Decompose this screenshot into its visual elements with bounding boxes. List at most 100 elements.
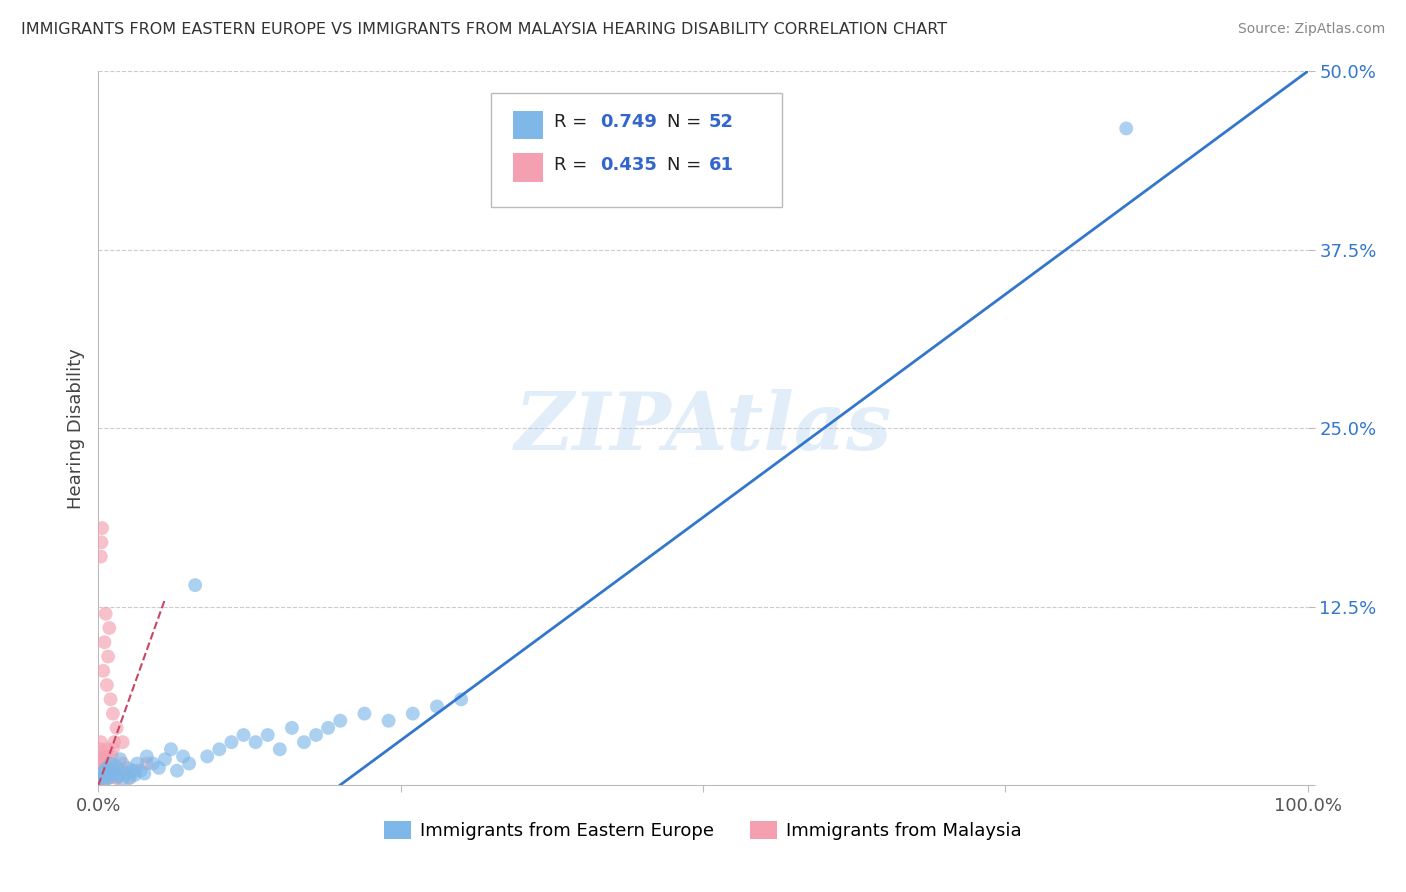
Point [93, 759, 115, 773]
Point [90, 535, 112, 549]
Text: 61: 61 [709, 155, 734, 174]
Point [89, 749, 111, 764]
Point [107, 769, 129, 783]
Point [292, 735, 315, 749]
Point [118, 771, 141, 785]
Point [91, 773, 114, 788]
Point [121, 764, 143, 778]
Point [93, 764, 115, 778]
Point [97, 766, 120, 780]
Point [269, 742, 291, 756]
Point [129, 764, 152, 778]
Point [232, 728, 254, 742]
Point [94, 607, 117, 621]
Point [124, 764, 146, 778]
Point [90, 766, 112, 780]
Point [98, 621, 121, 635]
Point [179, 756, 201, 771]
Point [90, 735, 112, 749]
Point [93, 771, 115, 785]
Point [1115, 121, 1137, 136]
Text: Source: ZipAtlas.com: Source: ZipAtlas.com [1237, 22, 1385, 37]
Point [91, 521, 114, 535]
Point [89, 766, 111, 780]
Point [100, 749, 122, 764]
Point [98, 764, 121, 778]
Point [93, 635, 115, 649]
Point [142, 756, 165, 771]
Point [101, 764, 124, 778]
Point [94, 756, 117, 771]
Point [305, 728, 328, 742]
Point [91, 749, 114, 764]
Point [111, 772, 134, 787]
Point [90, 771, 112, 785]
Point [195, 749, 218, 764]
Point [166, 764, 188, 778]
Text: 52: 52 [709, 112, 734, 131]
Text: 0.749: 0.749 [600, 112, 657, 131]
Point [98, 771, 121, 785]
Point [111, 756, 134, 771]
Point [153, 752, 176, 766]
Point [93, 752, 115, 766]
Text: R =: R = [554, 155, 593, 174]
Point [91, 664, 114, 678]
Point [96, 761, 118, 775]
FancyBboxPatch shape [513, 153, 543, 182]
Point [91, 756, 114, 771]
Legend: Immigrants from Eastern Europe, Immigrants from Malaysia: Immigrants from Eastern Europe, Immigran… [377, 814, 1029, 847]
Point [91, 764, 114, 778]
Point [105, 771, 128, 785]
Point [117, 761, 139, 775]
Point [90, 769, 112, 783]
Point [101, 706, 124, 721]
Point [329, 714, 352, 728]
Point [114, 766, 136, 780]
Point [221, 735, 243, 749]
Point [281, 721, 304, 735]
Point [97, 771, 120, 785]
Point [96, 678, 118, 692]
Text: N =: N = [666, 112, 707, 131]
Point [135, 749, 157, 764]
Point [96, 742, 118, 756]
Point [90, 771, 112, 785]
Point [100, 756, 122, 771]
Point [101, 742, 124, 756]
Point [96, 749, 118, 764]
Point [91, 768, 114, 782]
Point [100, 764, 122, 778]
Point [105, 721, 128, 735]
Point [97, 649, 120, 664]
Text: N =: N = [666, 155, 707, 174]
Point [91, 764, 114, 778]
Point [100, 692, 122, 706]
Point [91, 756, 114, 771]
Point [90, 771, 112, 785]
Point [91, 761, 114, 775]
Point [90, 768, 112, 782]
Point [89, 769, 111, 783]
Point [450, 692, 472, 706]
Text: ZIPAtlas: ZIPAtlas [515, 390, 891, 467]
Point [127, 756, 149, 771]
Point [402, 706, 425, 721]
Point [105, 759, 128, 773]
Point [94, 764, 117, 778]
Point [135, 756, 157, 771]
Point [353, 706, 375, 721]
Point [97, 771, 120, 785]
Point [94, 764, 117, 778]
Point [105, 771, 128, 785]
Point [108, 752, 131, 766]
Point [89, 771, 111, 785]
Point [316, 721, 339, 735]
Point [172, 749, 194, 764]
Point [134, 766, 156, 780]
Point [91, 766, 114, 780]
Point [256, 728, 278, 742]
Point [100, 756, 122, 771]
Point [377, 714, 399, 728]
Point [245, 735, 267, 749]
